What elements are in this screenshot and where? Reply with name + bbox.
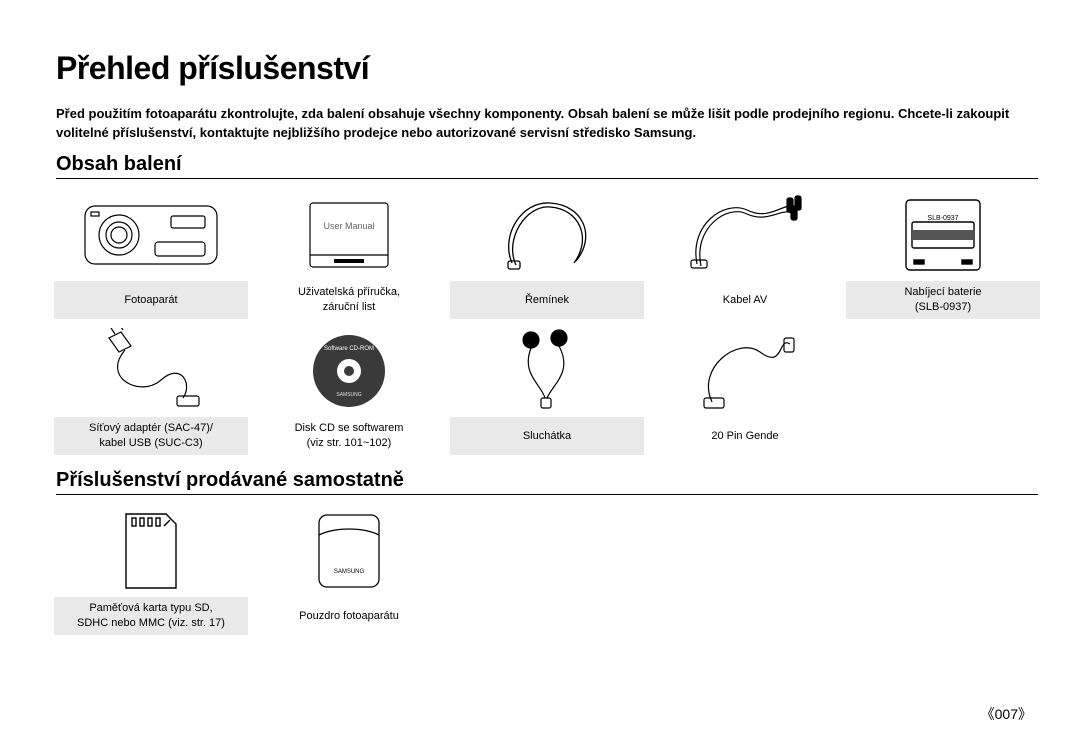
caption: Řemínek [450,281,644,319]
caption: Síťový adaptér (SAC-47)/ kabel USB (SUC-… [54,417,248,455]
pouch-icon: SAMSUNG [311,507,387,595]
caption: Disk CD se softwarem (viz str. 101~102) [293,417,406,455]
item-pouch: SAMSUNG Pouzdro fotoaparátu [254,505,444,635]
earphones-icon [497,328,597,414]
page-title: Přehled příslušenství [56,50,1038,87]
caption: Paměťová karta typu SD, SDHC nebo MMC (v… [54,597,248,635]
battery-icon: SLB-0937 [900,196,986,274]
caption: Sluchátka [450,417,644,455]
sdcard-icon [116,508,186,594]
svg-text:Software CD-ROM: Software CD-ROM [324,346,374,352]
svg-text:User Manual: User Manual [323,221,374,231]
separate-row: Paměťová karta typu SD, SDHC nebo MMC (v… [56,505,1038,635]
caption: Nabíjecí baterie (SLB-0937) [846,281,1040,319]
section-heading-separate: Příslušenství prodávané samostatně [56,469,1038,492]
box-contents-row2: Síťový adaptér (SAC-47)/ kabel USB (SUC-… [56,325,1038,455]
av-cable-icon [685,194,805,276]
svg-text:SAMSUNG: SAMSUNG [334,569,365,575]
item-adapter: Síťový adaptér (SAC-47)/ kabel USB (SUC-… [56,325,246,455]
intro-text: Před použitím fotoaparátu zkontrolujte, … [56,105,1038,143]
item-cd: Software CD-ROM SAMSUNG Disk CD se softw… [254,325,444,455]
svg-text:SAMSUNG: SAMSUNG [336,392,361,398]
item-20pin: 20 Pin Gende [650,325,840,455]
caption: Pouzdro fotoaparátu [297,597,401,635]
caption: Uživatelská příručka, záruční list [296,281,402,319]
item-earphones: Sluchátka [452,325,642,455]
strap-icon [492,195,602,275]
adapter-icon [91,328,211,414]
empty [848,325,1038,455]
caption: Kabel AV [721,281,769,319]
caption: Fotoaparát [54,281,248,319]
cd-icon: Software CD-ROM SAMSUNG [310,332,388,410]
box-contents-row1: Fotoaparát User Manual Uživatelská příru… [56,189,1038,319]
item-manual: User Manual Uživatelská příručka, záručn… [254,189,444,319]
item-battery: SLB-0937 Nabíjecí baterie (SLB-0937) [848,189,1038,319]
manual-icon: User Manual [304,199,394,271]
rule [56,178,1038,179]
connector-icon [690,328,800,414]
manual-page: Přehled příslušenství Před použitím foto… [0,0,1080,752]
page-number: 007 [981,704,1032,724]
item-camera: Fotoaparát [56,189,246,319]
caption: 20 Pin Gende [709,417,780,455]
item-av-cable: Kabel AV [650,189,840,319]
camera-icon [81,200,221,270]
item-sdcard: Paměťová karta typu SD, SDHC nebo MMC (v… [56,505,246,635]
section-heading-box: Obsah balení [56,153,1038,176]
rule [56,494,1038,495]
item-strap: Řemínek [452,189,642,319]
svg-text:SLB-0937: SLB-0937 [927,215,958,222]
